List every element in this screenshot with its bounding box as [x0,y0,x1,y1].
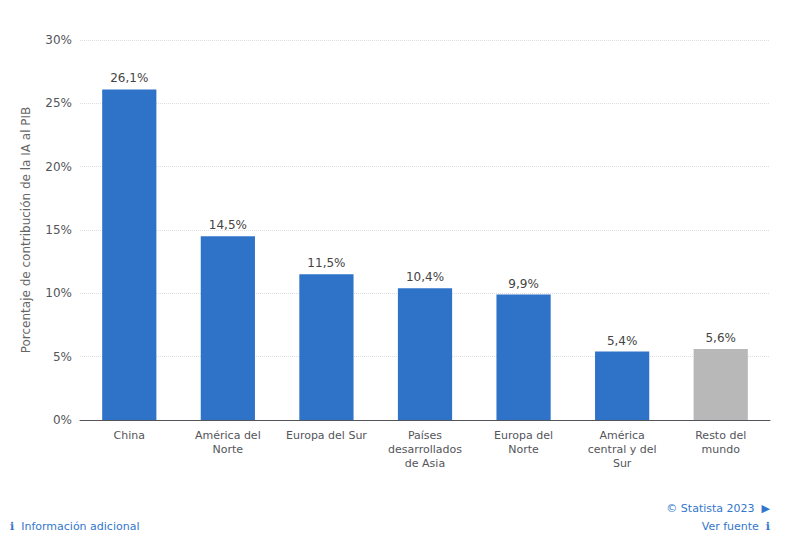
svg-text:Ver fuente ℹ: Ver fuente ℹ [702,520,770,533]
svg-text:China: China [114,429,145,442]
svg-text:América: América [599,429,644,442]
svg-text:0%: 0% [53,413,72,427]
svg-text:5%: 5% [53,350,72,364]
svg-text:Porcentaje de contribución de: Porcentaje de contribución de la IA al P… [19,107,33,354]
svg-text:Resto del: Resto del [695,429,746,442]
svg-text:central y del: central y del [588,443,657,456]
svg-text:30%: 30% [45,33,72,47]
svg-text:15%: 15% [45,223,72,237]
svg-text:11,5%: 11,5% [307,256,345,270]
svg-text:desarrollados: desarrollados [388,443,462,456]
svg-text:25%: 25% [45,96,72,110]
svg-text:26,1%: 26,1% [110,71,148,85]
svg-text:Sur: Sur [613,457,632,470]
svg-text:10,4%: 10,4% [406,270,444,284]
svg-text:5,4%: 5,4% [607,334,638,348]
svg-text:© Statista 2023 ▶: © Statista 2023 ▶ [666,502,770,515]
svg-text:5,6%: 5,6% [705,331,736,345]
svg-text:Norte: Norte [213,443,244,456]
svg-text:9,9%: 9,9% [508,277,539,291]
svg-text:Europa del Sur: Europa del Sur [286,429,367,442]
svg-text:Norte: Norte [508,443,539,456]
svg-text:ℹ Información adicional: ℹ Información adicional [10,520,139,533]
svg-text:10%: 10% [45,286,72,300]
svg-text:14,5%: 14,5% [209,218,247,232]
svg-text:América del: América del [195,429,261,442]
svg-text:20%: 20% [45,160,72,174]
svg-text:mundo: mundo [702,443,741,456]
svg-text:de Asia: de Asia [405,457,445,470]
svg-text:Países: Países [408,429,442,442]
svg-text:Europa del: Europa del [494,429,553,442]
